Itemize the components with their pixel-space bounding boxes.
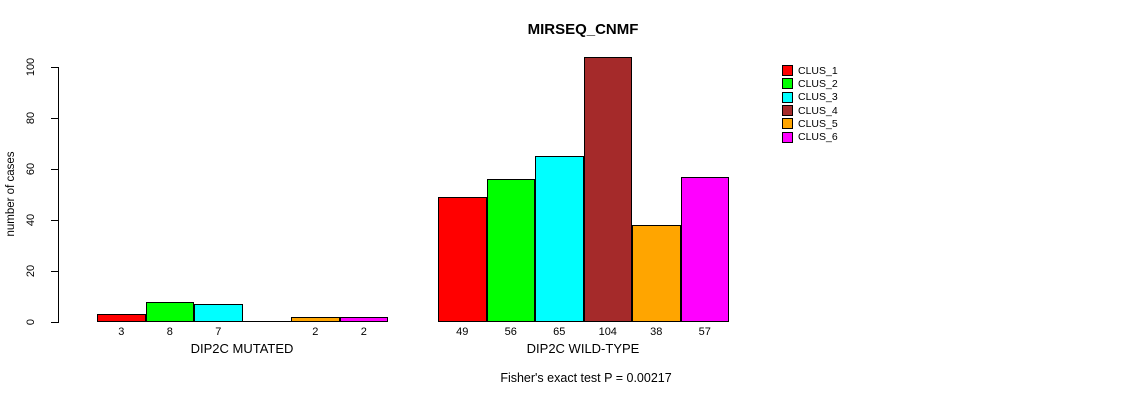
bar-value-label: 104	[598, 326, 617, 338]
y-tick-mark	[51, 168, 58, 170]
y-tick-label: 100	[25, 57, 37, 77]
bar-clus_2-group1	[486, 179, 535, 322]
bar-value-label: 57	[698, 326, 711, 338]
y-tick-mark	[51, 117, 58, 119]
legend-swatch-icon	[782, 78, 793, 90]
bar-clus_4-group0-zero	[242, 320, 291, 322]
legend-swatch-icon	[782, 105, 793, 117]
legend-label: CLUS_2	[798, 77, 838, 90]
y-tick-mark	[51, 321, 58, 323]
legend-item-clus_1: CLUS_1	[782, 64, 838, 77]
bar-clus_3-group1	[535, 156, 584, 322]
bar-clus_1-group1	[438, 197, 487, 322]
y-tick-label: 40	[25, 213, 37, 227]
y-tick-mark	[51, 219, 58, 221]
legend-swatch-icon	[782, 131, 793, 143]
bar-value-label: 8	[166, 326, 173, 338]
legend-item-clus_2: CLUS_2	[782, 77, 838, 90]
y-axis-line	[58, 67, 59, 323]
bar-clus_3-group0	[194, 304, 243, 322]
plot-title: MIRSEQ_CNMF	[527, 21, 639, 38]
legend-label: CLUS_5	[798, 117, 838, 130]
y-tick-label: 60	[25, 162, 37, 176]
bar-clus_2-group0	[145, 301, 194, 322]
bar-value-label: 38	[650, 326, 663, 338]
legend-item-clus_6: CLUS_6	[782, 130, 838, 143]
y-tick-label: 20	[25, 264, 37, 278]
bar-clus_4-group1	[583, 56, 632, 322]
bar-value-label: 3	[118, 326, 125, 338]
fisher-test-annotation: Fisher's exact test P = 0.00217	[500, 371, 672, 385]
y-tick-mark	[51, 270, 58, 272]
bar-value-label: 49	[456, 326, 469, 338]
y-tick-label: 0	[25, 318, 37, 326]
legend-swatch-icon	[782, 65, 793, 77]
group-label-mutated: DIP2C MUTATED	[190, 341, 294, 356]
y-axis-title: number of cases	[5, 151, 17, 237]
bar-value-label: 65	[553, 326, 566, 338]
legend: CLUS_1 CLUS_2 CLUS_3 CLUS_4 CLUS_5 CLUS_6	[782, 64, 838, 144]
legend-item-clus_3: CLUS_3	[782, 91, 838, 104]
bar-clus_1-group0	[97, 314, 146, 322]
bar-clus_5-group1	[632, 225, 681, 322]
bar-value-label: 56	[504, 326, 517, 338]
legend-label: CLUS_4	[798, 104, 838, 117]
legend-label: CLUS_6	[798, 131, 838, 144]
bar-clus_6-group0	[339, 316, 388, 322]
legend-item-clus_5: CLUS_5	[782, 117, 838, 130]
y-tick-mark	[51, 66, 58, 68]
legend-item-clus_4: CLUS_4	[782, 104, 838, 117]
bar-value-label: 7	[215, 326, 222, 338]
bar-value-label: 2	[312, 326, 319, 338]
legend-label: CLUS_3	[798, 91, 838, 104]
bar-clus_5-group0	[291, 316, 340, 322]
group-label-wildtype: DIP2C WILD-TYPE	[526, 341, 640, 356]
bar-clus_6-group1	[680, 176, 729, 322]
bar-value-label: 2	[360, 326, 367, 338]
y-tick-label: 80	[25, 111, 37, 125]
legend-swatch-icon	[782, 91, 793, 103]
legend-label: CLUS_1	[798, 64, 838, 77]
legend-swatch-icon	[782, 118, 793, 130]
